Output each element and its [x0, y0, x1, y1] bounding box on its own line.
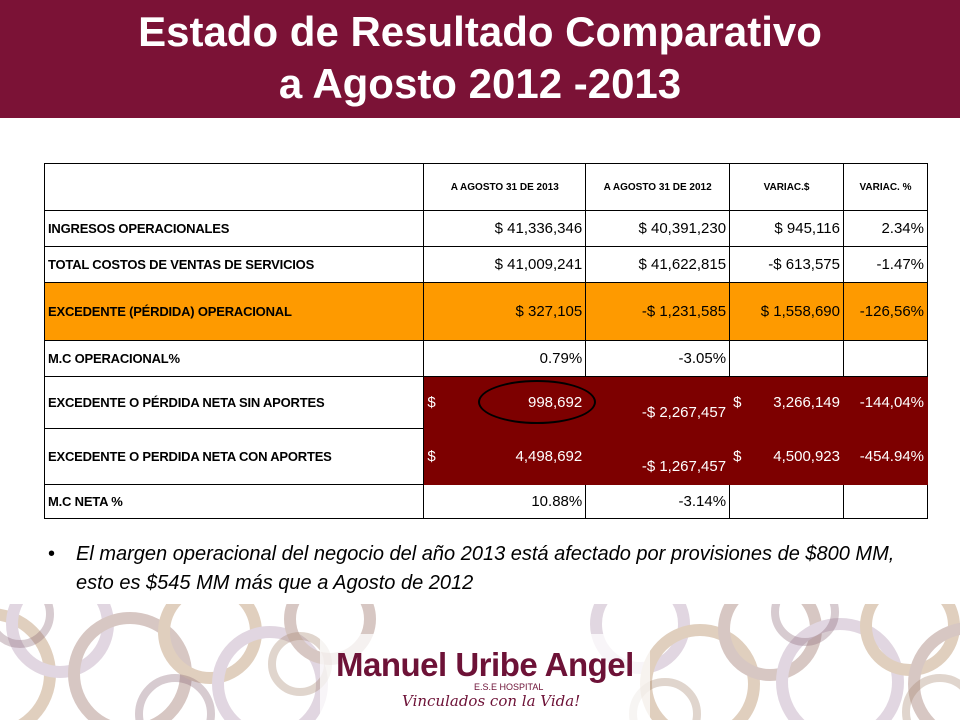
cell-2012: -$ 1,267,457 — [585, 428, 731, 485]
row-label: EXCEDENTE O PERDIDA NETA CON APORTES — [43, 428, 425, 485]
cell-2013: $ 41,009,241 — [423, 246, 587, 283]
bullet-text: El margen operacional del negocio del añ… — [76, 543, 895, 594]
highlight-circle — [478, 380, 596, 424]
header-cell-variation-percent: VARIAC. % — [843, 163, 928, 211]
cell-percent: -454.94% — [843, 428, 928, 485]
cell-variation-value: 3,266,149 — [773, 394, 840, 411]
page-title: Estado de Resultado Comparativo a Agosto… — [0, 6, 960, 110]
cell-2012: -3.05% — [585, 340, 731, 377]
cell-2013: $ 327,105 — [423, 282, 587, 341]
cell-2012-value: -$ 2,267,457 — [641, 404, 727, 421]
cell-percent — [843, 340, 928, 377]
logo-tagline: Vinculados con la Vida! — [402, 692, 581, 710]
cell-2013: 0.79% — [423, 340, 587, 377]
cell-2012: -$ 1,231,585 — [585, 282, 731, 341]
table-row: INGRESOS OPERACIONALES $ 41,336,346 $ 40… — [43, 210, 928, 247]
currency-symbol: $ — [427, 448, 436, 465]
logo-subtitle: E.S.E HOSPITAL — [474, 682, 544, 692]
footer-ornament — [0, 604, 960, 720]
table-row: M.C NETA % 10.88% -3.14% — [43, 484, 928, 519]
table-header-row: A AGOSTO 31 DE 2013 A AGOSTO 31 DE 2012 … — [43, 163, 928, 211]
table-row-highlighted: EXCEDENTE (PÉRDIDA) OPERACIONAL $ 327,10… — [43, 282, 928, 341]
cell-percent: -126,56% — [843, 282, 928, 341]
cell-percent — [843, 484, 928, 519]
logo-name: Manuel Uribe Angel — [336, 646, 634, 683]
cell-variation: $4,500,923 — [729, 428, 844, 485]
cell-percent: 2.34% — [843, 210, 928, 247]
cell-variation: -$ 613,575 — [729, 246, 844, 283]
cell-variation-value: 4,500,923 — [773, 448, 840, 465]
header-cell-2013: A AGOSTO 31 DE 2013 — [423, 163, 587, 211]
table-row: TOTAL COSTOS DE VENTAS DE SERVICIOS $ 41… — [43, 246, 928, 283]
title-line-1: Estado de Resultado Comparativo — [138, 8, 822, 55]
cell-2012: $ 41,622,815 — [585, 246, 731, 283]
row-label: M.C OPERACIONAL% — [43, 340, 425, 377]
arc-pattern-graphic — [0, 604, 960, 720]
cell-2012: -3.14% — [585, 484, 731, 519]
title-line-2: a Agosto 2012 -2013 — [278, 60, 682, 107]
row-label: INGRESOS OPERACIONALES — [43, 210, 425, 247]
row-label: EXCEDENTE O PÉRDIDA NETA SIN APORTES — [43, 376, 425, 429]
header-cell-2012: A AGOSTO 31 DE 2012 — [585, 163, 731, 211]
bullet-marker: • — [48, 543, 56, 565]
cell-percent: -144,04% — [843, 376, 928, 429]
cell-variation — [729, 484, 844, 519]
cell-variation: $3,266,149 — [729, 376, 844, 429]
row-label: TOTAL COSTOS DE VENTAS DE SERVICIOS — [43, 246, 425, 283]
cell-percent: -1.47% — [843, 246, 928, 283]
header-cell-empty — [43, 163, 425, 211]
currency-symbol: $ — [733, 394, 742, 411]
cell-2013: $4,498,692 — [423, 428, 587, 485]
row-label: EXCEDENTE (PÉRDIDA) OPERACIONAL — [43, 282, 425, 341]
cell-2013-value: 4,498,692 — [515, 448, 583, 465]
cell-2013: $ 41,336,346 — [423, 210, 587, 247]
cell-variation — [729, 340, 844, 377]
hospital-logo: Manuel Uribe Angel E.S.E HOSPITAL Vincul… — [336, 646, 636, 711]
income-statement-table: A AGOSTO 31 DE 2013 A AGOSTO 31 DE 2012 … — [43, 163, 928, 519]
cell-2012: $ 40,391,230 — [585, 210, 731, 247]
title-banner — [0, 0, 960, 118]
cell-2013: 10.88% — [423, 484, 587, 519]
row-label: M.C NETA % — [43, 484, 425, 519]
cell-2012-value: -$ 1,267,457 — [641, 458, 727, 475]
table-row-dark: EXCEDENTE O PERDIDA NETA CON APORTES $4,… — [43, 428, 928, 485]
currency-symbol: $ — [427, 394, 436, 411]
table-row: M.C OPERACIONAL% 0.79% -3.05% — [43, 340, 928, 377]
cell-2012: -$ 2,267,457 — [585, 376, 731, 429]
currency-symbol: $ — [733, 448, 742, 465]
cell-variation: $ 945,116 — [729, 210, 844, 247]
cell-variation: $ 1,558,690 — [729, 282, 844, 341]
header-cell-variation-amount: VARIAC.$ — [729, 163, 844, 211]
